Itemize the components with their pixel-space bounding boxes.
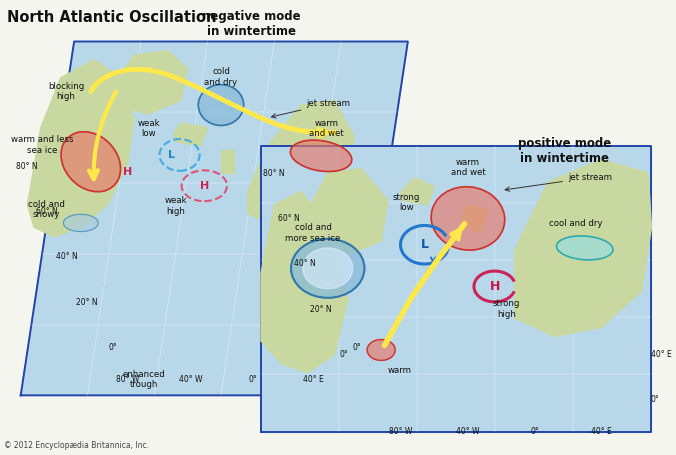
Text: blocking
high: blocking high [48,82,84,101]
Text: 0°: 0° [651,395,660,404]
Text: 80° W: 80° W [116,375,139,384]
Text: North Atlantic Oscillation: North Atlantic Oscillation [7,10,217,25]
Text: cold and
more sea ice: cold and more sea ice [285,223,341,243]
Text: H: H [199,181,209,191]
Text: © 2012 Encyclopædia Britannica, Inc.: © 2012 Encyclopædia Britannica, Inc. [4,441,149,450]
Polygon shape [114,51,187,114]
Text: 80° N: 80° N [263,168,285,177]
Text: 80° N: 80° N [16,162,37,171]
Text: 20° N: 20° N [76,298,97,307]
Polygon shape [28,60,135,237]
Polygon shape [308,168,388,255]
Text: 0°: 0° [109,343,118,352]
Text: jet stream: jet stream [505,173,612,191]
Text: 40° E: 40° E [591,427,612,436]
Text: weak
high: weak high [164,197,187,216]
Polygon shape [261,146,652,432]
Polygon shape [261,191,347,373]
Text: 40° N: 40° N [55,253,78,262]
Ellipse shape [64,214,98,232]
Text: 60° N: 60° N [278,214,299,223]
Text: warm
and wet: warm and wet [451,158,485,177]
Ellipse shape [291,239,364,298]
Text: 40° W: 40° W [179,375,203,384]
Text: warm and less
sea ice: warm and less sea ice [11,135,73,155]
Text: L: L [420,238,429,251]
Polygon shape [21,41,408,395]
Polygon shape [174,123,208,146]
Text: H: H [489,280,500,293]
Text: jet stream: jet stream [272,99,350,118]
Text: 40° W: 40° W [456,427,480,436]
Polygon shape [514,159,652,336]
Text: negative mode
in wintertime: negative mode in wintertime [201,10,300,38]
Text: weak
low: weak low [137,119,160,138]
Text: cool and dry: cool and dry [550,219,603,228]
Polygon shape [461,205,488,232]
Text: L: L [168,150,175,160]
Text: 0°: 0° [339,350,347,359]
Text: 40° E: 40° E [651,350,671,359]
Text: enhanced
trough: enhanced trough [123,370,166,389]
Polygon shape [247,101,354,228]
Text: strong
high: strong high [493,299,521,319]
Text: cold
and dry: cold and dry [204,67,237,86]
Ellipse shape [198,85,243,126]
Text: 0°: 0° [352,343,361,352]
Ellipse shape [291,140,352,172]
Text: 60° N: 60° N [36,207,57,216]
Text: 40° E: 40° E [303,375,323,384]
Text: 80° W: 80° W [389,427,413,436]
Text: warm: warm [388,366,412,375]
Text: positive mode
in wintertime: positive mode in wintertime [518,137,611,165]
Ellipse shape [303,248,353,289]
Ellipse shape [431,187,505,250]
Polygon shape [401,177,435,205]
Ellipse shape [556,236,613,260]
Text: H: H [123,167,132,177]
Ellipse shape [367,339,395,360]
Text: 0°: 0° [249,375,258,384]
Text: 40° N: 40° N [294,259,316,268]
Ellipse shape [61,132,120,192]
Text: 20° N: 20° N [310,305,332,313]
Text: strong
low: strong low [393,193,420,212]
Polygon shape [221,151,235,173]
Text: cold and
snowy: cold and snowy [28,200,64,219]
Text: 0°: 0° [530,427,539,436]
Text: warm
and wet: warm and wet [309,119,344,138]
